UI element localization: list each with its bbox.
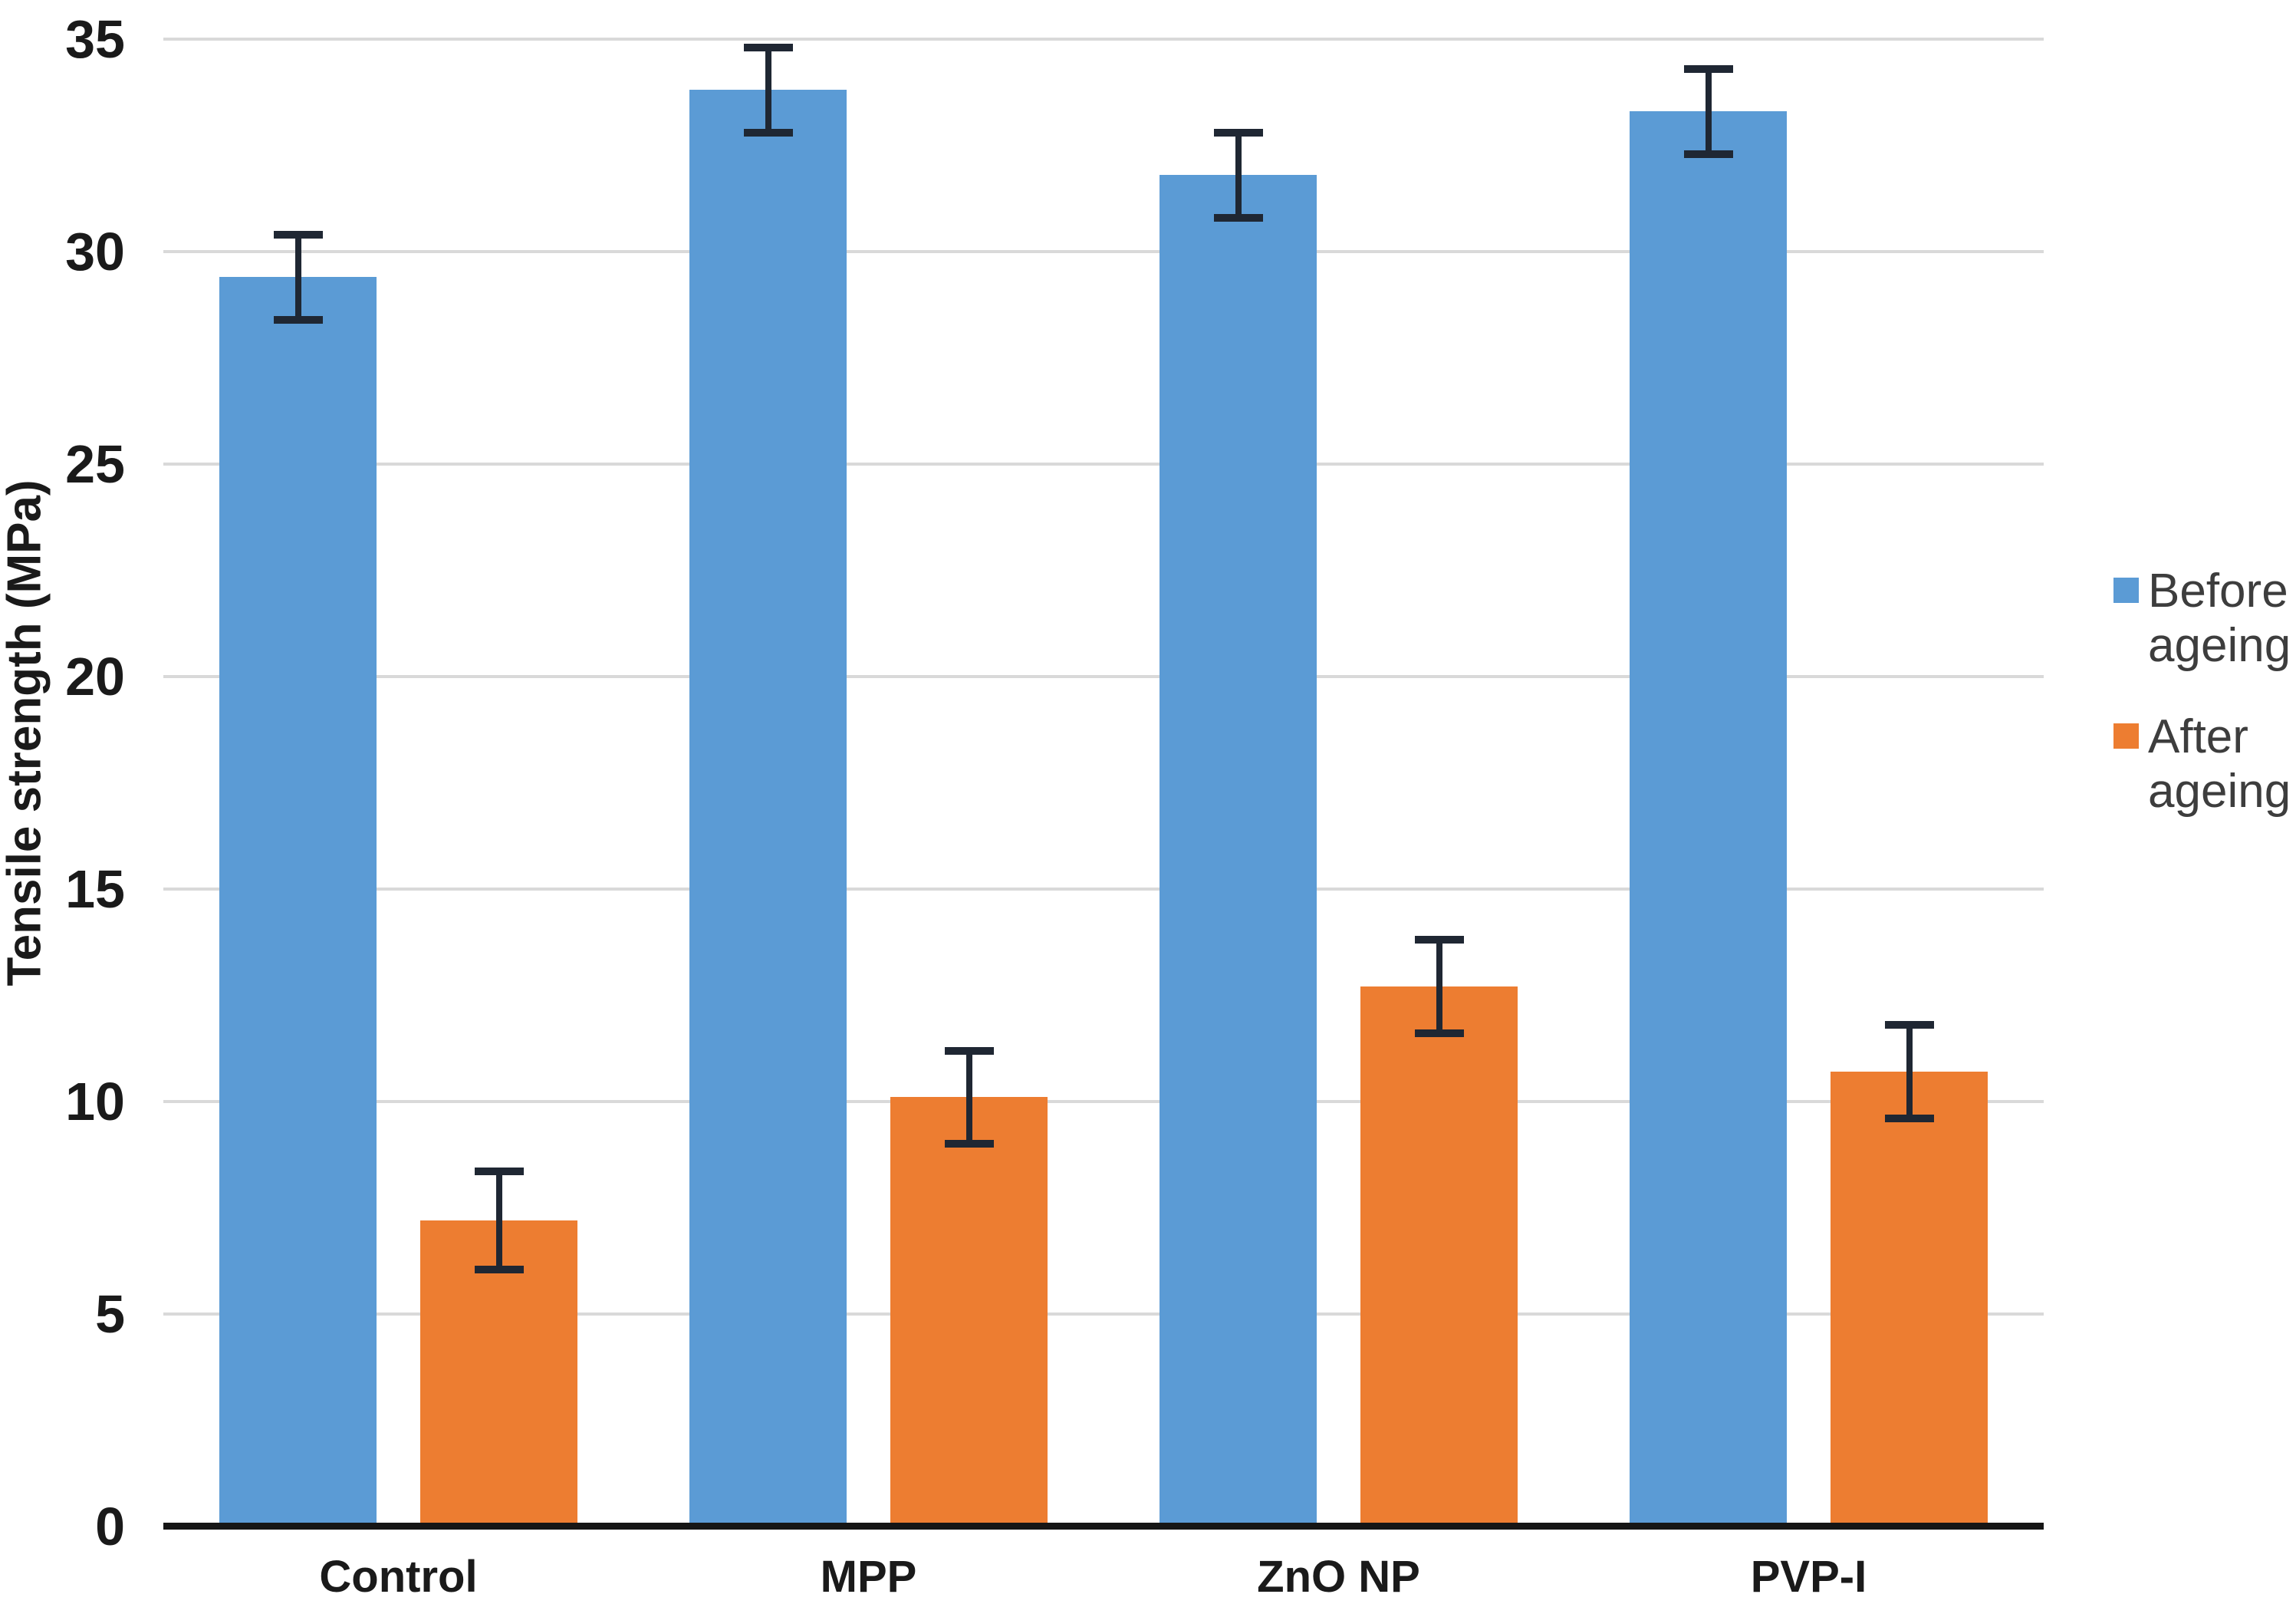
y-tick-label-25: 25 bbox=[65, 434, 125, 494]
y-tick-label-30: 30 bbox=[65, 222, 125, 282]
gridline-y-5 bbox=[163, 1313, 2044, 1316]
legend-item-before-ageing: Before ageing bbox=[2113, 564, 2291, 673]
error-bar-cap-bottom-before-ageing-control bbox=[273, 315, 323, 324]
error-bar-cap-top-after-ageing-zno-np bbox=[1414, 936, 1464, 944]
error-bar-cap-bottom-before-ageing-mpp bbox=[743, 128, 793, 137]
error-bar-line-before-ageing-pvp-i bbox=[1705, 68, 1712, 154]
error-bar-cap-top-before-ageing-mpp bbox=[743, 44, 793, 52]
error-bar-cap-bottom-after-ageing-zno-np bbox=[1414, 1029, 1464, 1038]
x-axis-label-pvp-i: PVP-I bbox=[1750, 1552, 1867, 1602]
gridline-y-20 bbox=[163, 675, 2044, 678]
error-bar-cap-top-before-ageing-pvp-i bbox=[1683, 64, 1733, 73]
gridline-y-25 bbox=[163, 463, 2044, 466]
error-bar-cap-bottom-before-ageing-zno-np bbox=[1213, 213, 1263, 222]
legend-label-before-ageing: Before ageing bbox=[2148, 565, 2291, 672]
y-tick-label-35: 35 bbox=[65, 9, 125, 69]
error-bar-line-after-ageing-mpp bbox=[965, 1050, 972, 1145]
y-tick-label-5: 5 bbox=[95, 1284, 125, 1344]
y-tick-label-10: 10 bbox=[65, 1072, 125, 1131]
bar-before-ageing-mpp bbox=[689, 90, 847, 1527]
y-tick-label-20: 20 bbox=[65, 647, 125, 706]
error-bar-cap-bottom-after-ageing-pvp-i bbox=[1884, 1115, 1934, 1123]
before-ageing-swatch-icon bbox=[2113, 578, 2139, 603]
bar-after-ageing-mpp bbox=[890, 1097, 1048, 1527]
x-axis-line bbox=[163, 1523, 2044, 1530]
error-bar-line-before-ageing-mpp bbox=[765, 48, 771, 133]
legend-item-after-ageing: After ageing bbox=[2113, 710, 2291, 818]
gridline-y-15 bbox=[163, 888, 2044, 891]
plot-area: 0 5 10 15 20 25 30 35 Control MPP ZnO NP PVP-I bbox=[65, 12, 2044, 1602]
error-bar-line-after-ageing-zno-np bbox=[1436, 940, 1442, 1034]
bar-after-ageing-pvp-i bbox=[1831, 1072, 1988, 1527]
after-ageing-swatch-icon bbox=[2113, 723, 2139, 749]
error-bar-cap-top-before-ageing-zno-np bbox=[1213, 128, 1263, 137]
gridline-y-35 bbox=[163, 38, 2044, 41]
y-tick-label-15: 15 bbox=[65, 859, 125, 919]
error-bar-cap-top-after-ageing-mpp bbox=[944, 1046, 994, 1055]
error-bar-line-before-ageing-control bbox=[294, 234, 301, 320]
bar-before-ageing-zno-np bbox=[1160, 175, 1317, 1527]
error-bar-cap-top-after-ageing-pvp-i bbox=[1884, 1021, 1934, 1029]
x-axis-label-mpp: MPP bbox=[820, 1552, 917, 1602]
error-bar-cap-top-after-ageing-control bbox=[474, 1168, 524, 1176]
bar-before-ageing-control bbox=[219, 277, 377, 1527]
error-bar-cap-bottom-after-ageing-control bbox=[474, 1265, 524, 1273]
gridline-y-30 bbox=[163, 250, 2044, 253]
gridline-y-10 bbox=[163, 1100, 2044, 1103]
error-bar-cap-bottom-after-ageing-mpp bbox=[944, 1140, 994, 1148]
error-bar-line-before-ageing-zno-np bbox=[1235, 132, 1242, 218]
bar-before-ageing-pvp-i bbox=[1630, 111, 1787, 1527]
error-bar-cap-bottom-before-ageing-pvp-i bbox=[1683, 150, 1733, 158]
y-tick-label-0: 0 bbox=[95, 1497, 125, 1556]
bar-after-ageing-zno-np bbox=[1360, 986, 1518, 1527]
x-axis-label-control: Control bbox=[319, 1552, 478, 1602]
legend-label-after-ageing: After ageing bbox=[2148, 710, 2291, 818]
x-axis-label-zno-np: ZnO NP bbox=[1257, 1552, 1420, 1602]
error-bar-line-after-ageing-control bbox=[495, 1171, 502, 1270]
error-bar-cap-top-before-ageing-control bbox=[273, 230, 323, 239]
error-bar-line-after-ageing-pvp-i bbox=[1906, 1025, 1913, 1119]
